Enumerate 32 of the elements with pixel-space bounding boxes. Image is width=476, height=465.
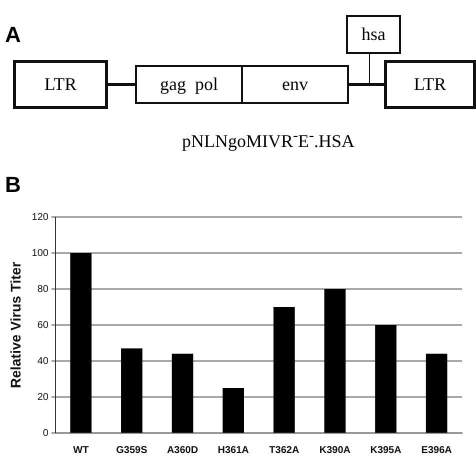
bar	[222, 388, 244, 432]
bar	[375, 325, 396, 432]
bar	[172, 354, 194, 432]
y-tick-label: 0	[42, 428, 49, 439]
y-tick-label: 60	[37, 320, 49, 331]
bar	[324, 289, 346, 432]
x-tick-label: G359S	[116, 444, 148, 456]
y-axis-title: Relative Virus Titer	[7, 261, 24, 388]
y-tick-label: 80	[37, 284, 49, 295]
x-tick-label: WT	[73, 444, 89, 456]
bar	[121, 348, 142, 432]
y-tick-label: 20	[37, 392, 49, 403]
bar	[70, 253, 92, 432]
x-tick-label: T362A	[269, 444, 300, 456]
y-tick-label: 100	[32, 248, 49, 259]
bar	[426, 354, 448, 432]
text: LTR	[13, 60, 108, 109]
bar	[273, 307, 295, 432]
text: gag pol	[135, 65, 243, 104]
text: env	[241, 65, 349, 104]
y-tick-label: 120	[32, 212, 49, 223]
text: A	[5, 22, 21, 48]
text: hsa	[346, 15, 401, 54]
text: LTR	[384, 60, 476, 109]
x-tick-label: H361A	[218, 444, 249, 456]
y-tick-label: 40	[37, 356, 49, 367]
text: pNLNgoMIVR$^{-}$E$^{-}$.HSA	[182, 128, 355, 152]
x-tick-label: K395A	[370, 444, 402, 456]
x-tick-label: A360D	[166, 444, 198, 456]
text: B	[5, 172, 21, 198]
x-tick-label: K390A	[319, 444, 351, 456]
x-tick-label: E396A	[421, 444, 452, 456]
